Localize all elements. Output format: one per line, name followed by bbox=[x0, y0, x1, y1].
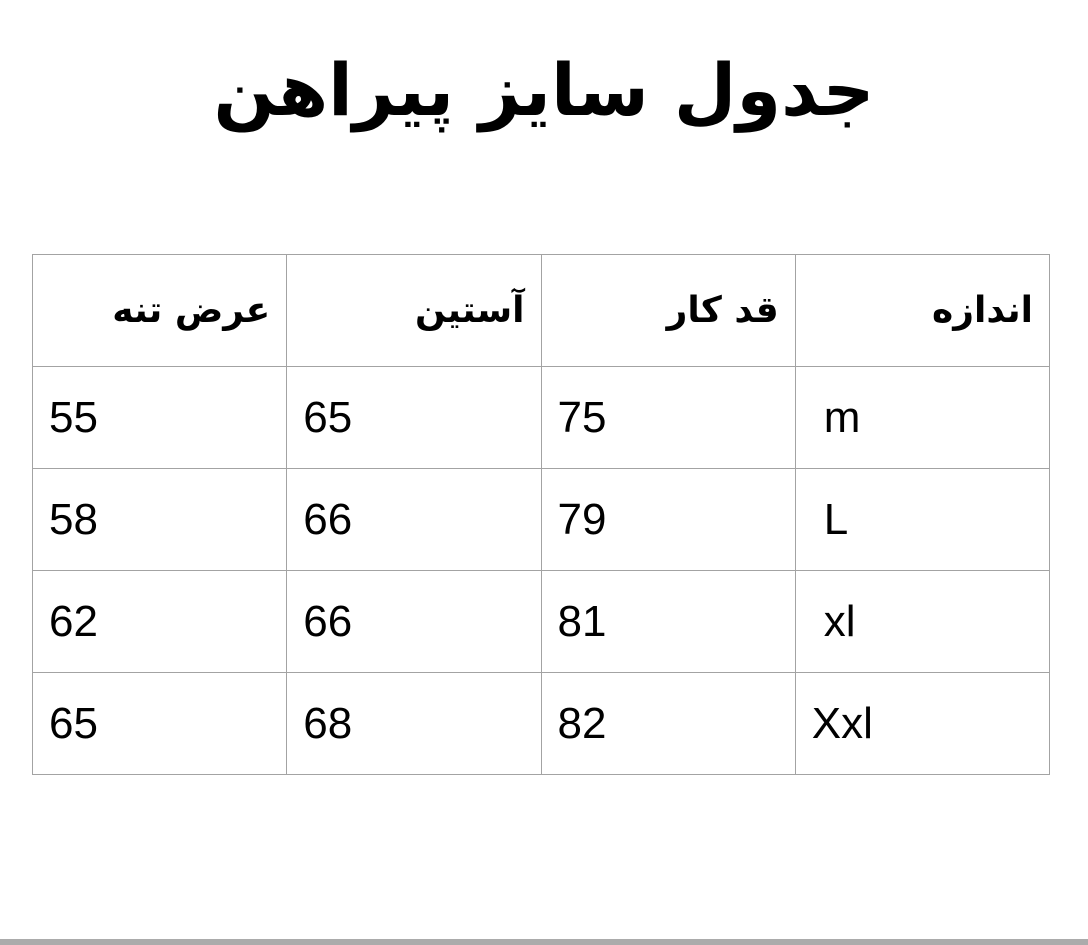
cell-sleeve: 66 bbox=[286, 468, 542, 571]
bottom-bar bbox=[0, 939, 1088, 945]
cell-length: 82 bbox=[540, 672, 796, 775]
table-row: 62 66 81 xl bbox=[31, 570, 1051, 673]
cell-length: 79 bbox=[540, 468, 796, 571]
cell-size: L bbox=[794, 468, 1051, 571]
size-table: عرض تنه آستین قد کار اندازه 55 65 75 m 5… bbox=[31, 254, 1051, 775]
cell-body-width: 58 bbox=[31, 468, 288, 571]
cell-body-width: 65 bbox=[31, 672, 288, 775]
header-body-width: عرض تنه bbox=[31, 254, 288, 367]
cell-size: xl bbox=[794, 570, 1051, 673]
header-length: قد کار bbox=[540, 254, 796, 367]
cell-sleeve: 66 bbox=[286, 570, 542, 673]
cell-length: 75 bbox=[540, 366, 796, 469]
cell-body-width: 62 bbox=[31, 570, 288, 673]
cell-size: Xxl bbox=[794, 672, 1051, 775]
header-sleeve: آستین bbox=[286, 254, 542, 367]
page-title: جدول سایز پیراهن bbox=[213, 48, 875, 132]
table-header-row: عرض تنه آستین قد کار اندازه bbox=[31, 254, 1051, 367]
table-row: 55 65 75 m bbox=[31, 366, 1051, 469]
cell-body-width: 55 bbox=[31, 366, 288, 469]
header-size: اندازه bbox=[794, 254, 1051, 367]
cell-sleeve: 68 bbox=[286, 672, 542, 775]
cell-size: m bbox=[794, 366, 1051, 469]
cell-length: 81 bbox=[540, 570, 796, 673]
cell-sleeve: 65 bbox=[286, 366, 542, 469]
table-row: 58 66 79 L bbox=[31, 468, 1051, 571]
table-row: 65 68 82 Xxl bbox=[31, 672, 1051, 775]
